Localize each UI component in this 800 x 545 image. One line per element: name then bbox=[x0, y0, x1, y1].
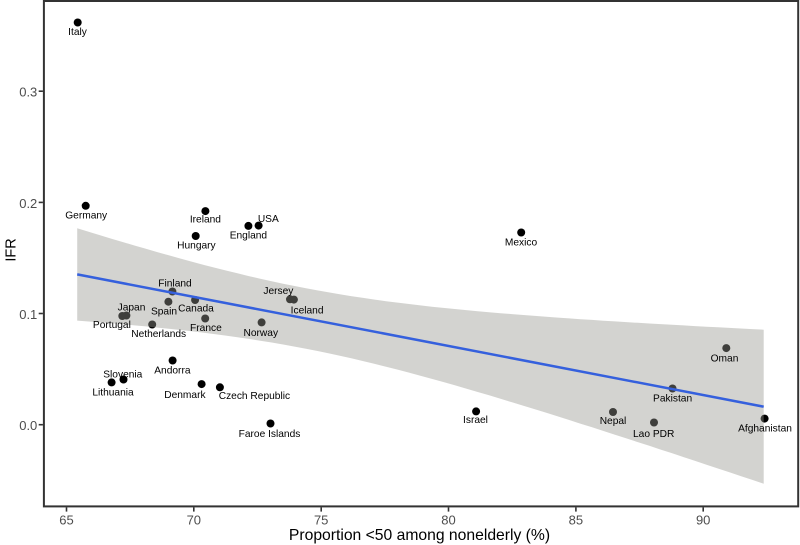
svg-text:Japan: Japan bbox=[118, 303, 146, 314]
svg-text:80: 80 bbox=[441, 512, 455, 527]
svg-text:IFR: IFR bbox=[3, 238, 19, 261]
svg-text:Finland: Finland bbox=[158, 279, 192, 290]
svg-text:Portugal: Portugal bbox=[93, 320, 131, 331]
svg-text:70: 70 bbox=[187, 512, 201, 527]
svg-text:Germany: Germany bbox=[65, 210, 108, 221]
svg-text:Iceland: Iceland bbox=[291, 306, 324, 317]
svg-text:90: 90 bbox=[696, 512, 710, 527]
svg-text:Nepal: Nepal bbox=[600, 416, 627, 427]
svg-text:Ireland: Ireland bbox=[190, 215, 221, 226]
svg-text:Netherlands: Netherlands bbox=[131, 329, 186, 340]
svg-text:Hungary: Hungary bbox=[177, 240, 216, 251]
svg-text:Oman: Oman bbox=[711, 353, 739, 364]
svg-text:Lithuania: Lithuania bbox=[92, 387, 134, 398]
svg-text:Jersey: Jersey bbox=[263, 286, 294, 297]
svg-text:85: 85 bbox=[569, 512, 583, 527]
svg-text:Pakistan: Pakistan bbox=[653, 393, 692, 404]
svg-text:Slovenia: Slovenia bbox=[103, 370, 142, 381]
svg-text:Afghanistan: Afghanistan bbox=[738, 424, 792, 435]
svg-text:Czech Republic: Czech Republic bbox=[219, 391, 290, 402]
svg-text:Spain: Spain bbox=[151, 307, 177, 318]
svg-text:Lao PDR: Lao PDR bbox=[633, 429, 674, 440]
svg-text:England: England bbox=[230, 231, 268, 242]
svg-text:Denmark: Denmark bbox=[164, 390, 206, 401]
svg-text:0.1: 0.1 bbox=[19, 307, 37, 322]
svg-text:Canada: Canada bbox=[178, 304, 214, 315]
svg-text:Italy: Italy bbox=[68, 27, 88, 38]
svg-text:USA: USA bbox=[258, 214, 279, 225]
svg-text:75: 75 bbox=[314, 512, 328, 527]
svg-text:Israel: Israel bbox=[463, 415, 488, 426]
svg-text:Proportion <50 among nonelderl: Proportion <50 among nonelderly (%) bbox=[289, 527, 550, 544]
svg-text:0.0: 0.0 bbox=[19, 418, 37, 433]
svg-text:0.2: 0.2 bbox=[19, 196, 37, 211]
svg-text:France: France bbox=[190, 323, 222, 334]
svg-text:Andorra: Andorra bbox=[154, 365, 191, 376]
svg-text:Faroe Islands: Faroe Islands bbox=[239, 429, 301, 440]
svg-text:65: 65 bbox=[59, 512, 73, 527]
svg-text:Mexico: Mexico bbox=[505, 238, 538, 249]
svg-text:0.3: 0.3 bbox=[19, 85, 37, 100]
svg-text:Norway: Norway bbox=[244, 328, 279, 339]
